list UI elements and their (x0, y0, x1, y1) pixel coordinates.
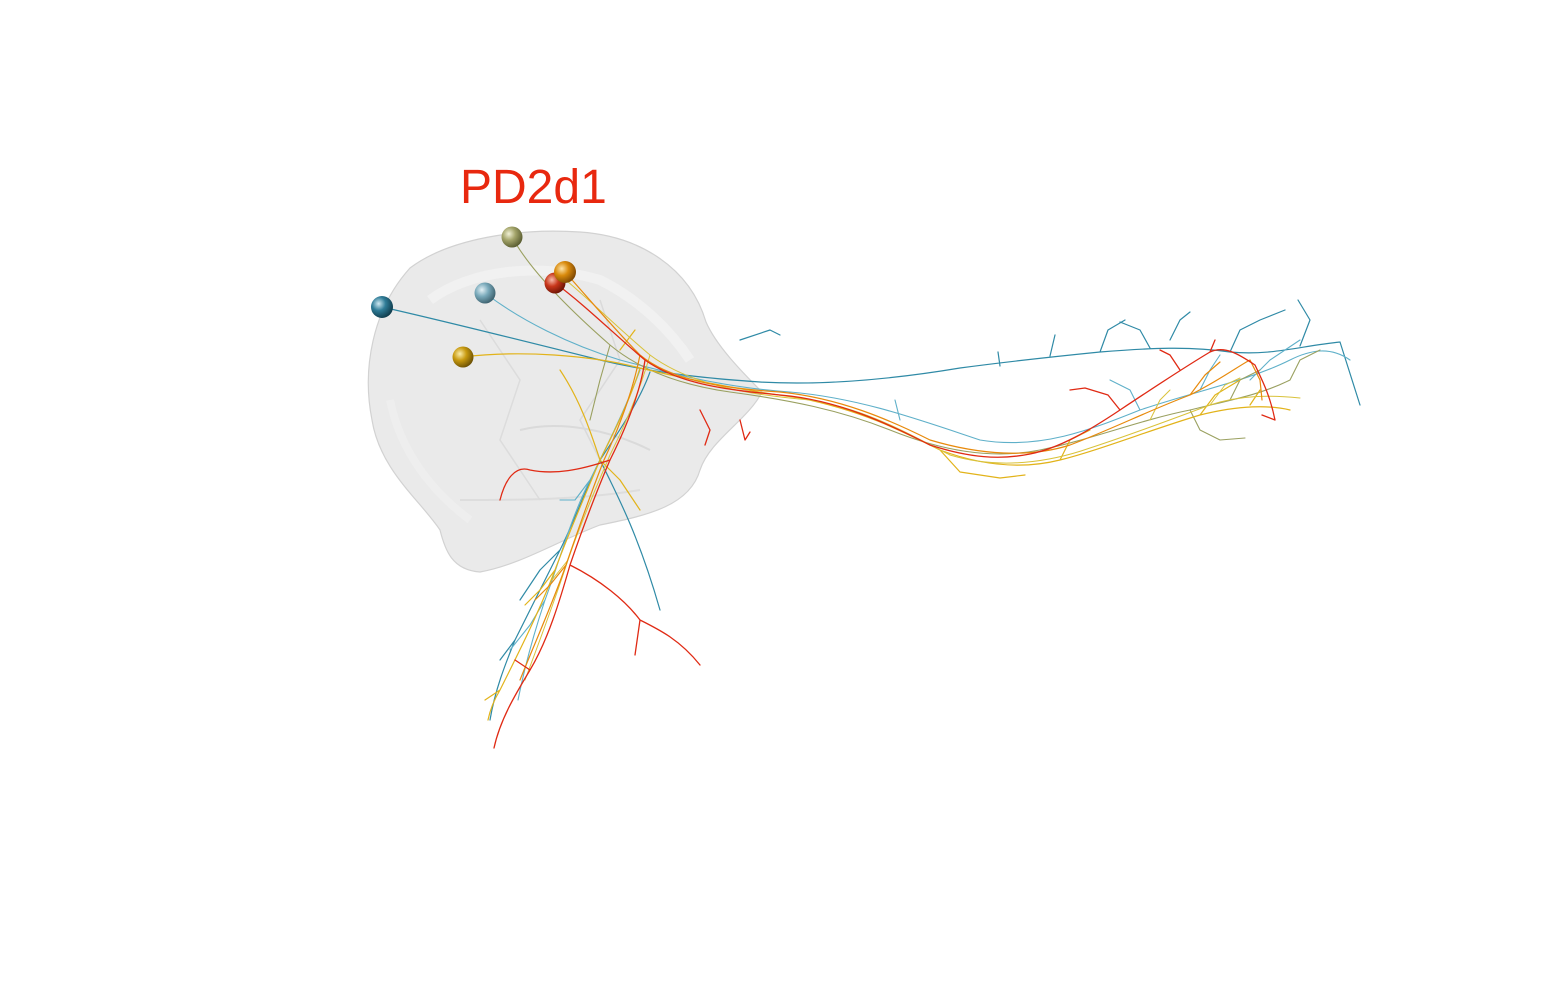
neuron-arbors (381, 236, 1361, 749)
neuron-orange-arbor (519, 271, 1263, 681)
neuron-teal-arbor (381, 299, 1361, 721)
neuron-yellow-arbor (524, 274, 1301, 681)
neuron-lightblue-arbor (484, 292, 1351, 701)
soma-sphere-icon (371, 296, 393, 318)
soma-sphere-icon (474, 282, 496, 304)
somata (371, 226, 576, 368)
neuron-red-arbor (493, 282, 1276, 749)
cell-type-label: PD2d1 (460, 161, 607, 214)
neuropil-mesh-icon (367, 230, 763, 573)
soma-sphere-icon (501, 226, 523, 248)
soma-sphere-icon (554, 261, 576, 283)
soma-sphere-icon (452, 346, 474, 368)
